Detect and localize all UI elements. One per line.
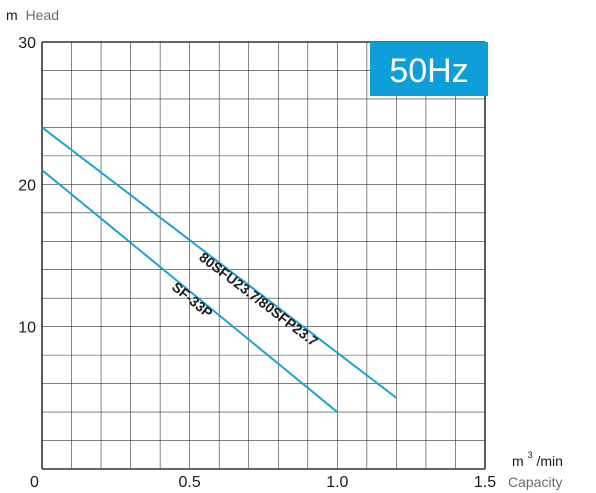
frequency-badge-label: 50Hz — [389, 52, 468, 90]
x-tick-label: 1.5 — [474, 474, 496, 491]
frequency-badge — [370, 42, 488, 96]
y-tick-label: 10 — [18, 320, 36, 337]
y-tick-label: 30 — [18, 35, 36, 52]
y-axis-title: m Head — [6, 7, 59, 23]
y-tick-label: 20 — [18, 177, 36, 194]
series-line-2 — [41, 169, 338, 413]
chart-curves — [41, 126, 398, 413]
x-tick-label: 1.0 — [326, 474, 348, 491]
y-axis-unit: m — [6, 7, 18, 23]
x-axis-name: Capacity — [508, 474, 562, 490]
series-label-1: 80SFU23.7/80SFP23.7 — [196, 249, 321, 350]
curve-labels: 80SFU23.7/80SFP23.7SF-33P — [169, 249, 321, 350]
series-line-1 — [41, 126, 398, 399]
x-axis-unit-tail: /min — [536, 453, 562, 469]
axis-tick-labels: 0 0.5 1.0 1.5 10 20 30 — [18, 35, 496, 491]
x-tick-label: 0.5 — [179, 474, 201, 491]
series-label-2: SF-33P — [169, 279, 216, 321]
y-axis-name: Head — [26, 7, 59, 23]
x-axis-unit-exponent: 3 — [528, 450, 533, 460]
x-axis-unit-base: m — [512, 453, 524, 469]
x-tick-label: 0 — [30, 474, 39, 491]
chart-grid — [41, 41, 486, 470]
x-axis-unit: m 3 /min — [512, 445, 563, 469]
